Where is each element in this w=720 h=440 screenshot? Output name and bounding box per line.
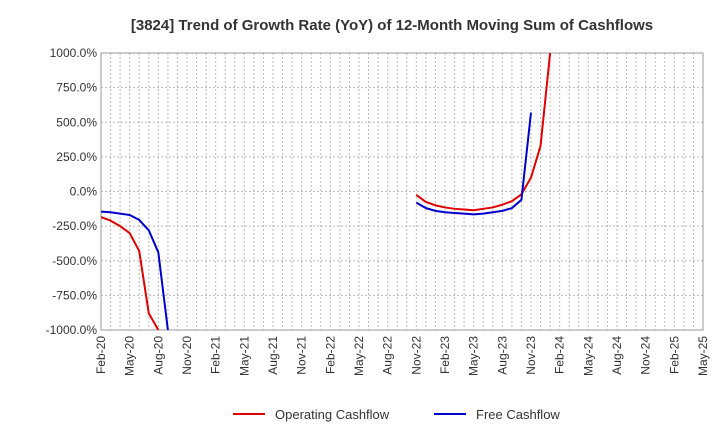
series-line-free-cashflow [415, 112, 532, 216]
series-line-free-cashflow [101, 210, 169, 330]
y-tick-label: 1000.0% [50, 46, 98, 60]
x-tick-label: Aug-23 [495, 336, 509, 375]
x-tick-label: May-22 [352, 336, 366, 376]
series-line-operating-cashflow [101, 216, 160, 330]
x-tick-label: Nov-24 [639, 336, 653, 375]
x-tick-label: Feb-20 [94, 336, 108, 374]
x-tick-label: Nov-20 [180, 336, 194, 375]
y-tick-label: -750.0% [52, 288, 97, 302]
x-tick-label: Feb-24 [553, 336, 567, 374]
x-tick-label: Nov-22 [409, 336, 423, 375]
x-tick-label: May-23 [467, 336, 481, 376]
x-tick-label: Feb-25 [667, 336, 681, 374]
x-tick-label: Aug-20 [151, 336, 165, 375]
x-tick-label: Nov-23 [524, 336, 538, 375]
y-tick-label: 750.0% [56, 81, 97, 95]
x-tick-label: May-21 [237, 336, 251, 376]
y-tick-label: -1000.0% [46, 323, 98, 337]
x-tick-label: May-25 [696, 336, 710, 376]
y-axis: 1000.0% 750.0% 500.0% 250.0% 0.0% -250.0% -500… [46, 46, 98, 337]
y-tick-label: 500.0% [56, 115, 97, 129]
legend-label: Free Cashflow [476, 407, 560, 422]
legend-label: Operating Cashflow [275, 407, 390, 422]
x-tick-label: Nov-21 [295, 336, 309, 375]
chart-title: [3824] Trend of Growth Rate (YoY) of 12-… [131, 17, 653, 34]
x-tick-label: May-20 [123, 336, 137, 376]
grid [101, 52, 703, 331]
y-tick-label: 0.0% [70, 185, 98, 199]
x-tick-label: Feb-21 [209, 336, 223, 374]
y-tick-label: -500.0% [52, 254, 97, 268]
x-tick-label: Aug-22 [381, 336, 395, 375]
series-layer [101, 53, 552, 330]
x-tick-label: Feb-23 [438, 336, 452, 374]
x-tick-label: Feb-22 [323, 336, 337, 374]
x-tick-label: Aug-24 [610, 336, 624, 375]
x-tick-label: May-24 [581, 336, 595, 376]
plot-area [100, 52, 704, 331]
legend: Operating Cashflow Free Cashflow [233, 407, 560, 422]
y-tick-label: -250.0% [52, 219, 97, 233]
series-line-operating-cashflow [415, 53, 552, 212]
y-tick-label: 250.0% [56, 150, 97, 164]
x-axis: Feb-20 May-20 Aug-20 Nov-20 Feb-21 May-21 Aug-… [94, 336, 710, 376]
x-tick-label: Aug-21 [266, 336, 280, 375]
